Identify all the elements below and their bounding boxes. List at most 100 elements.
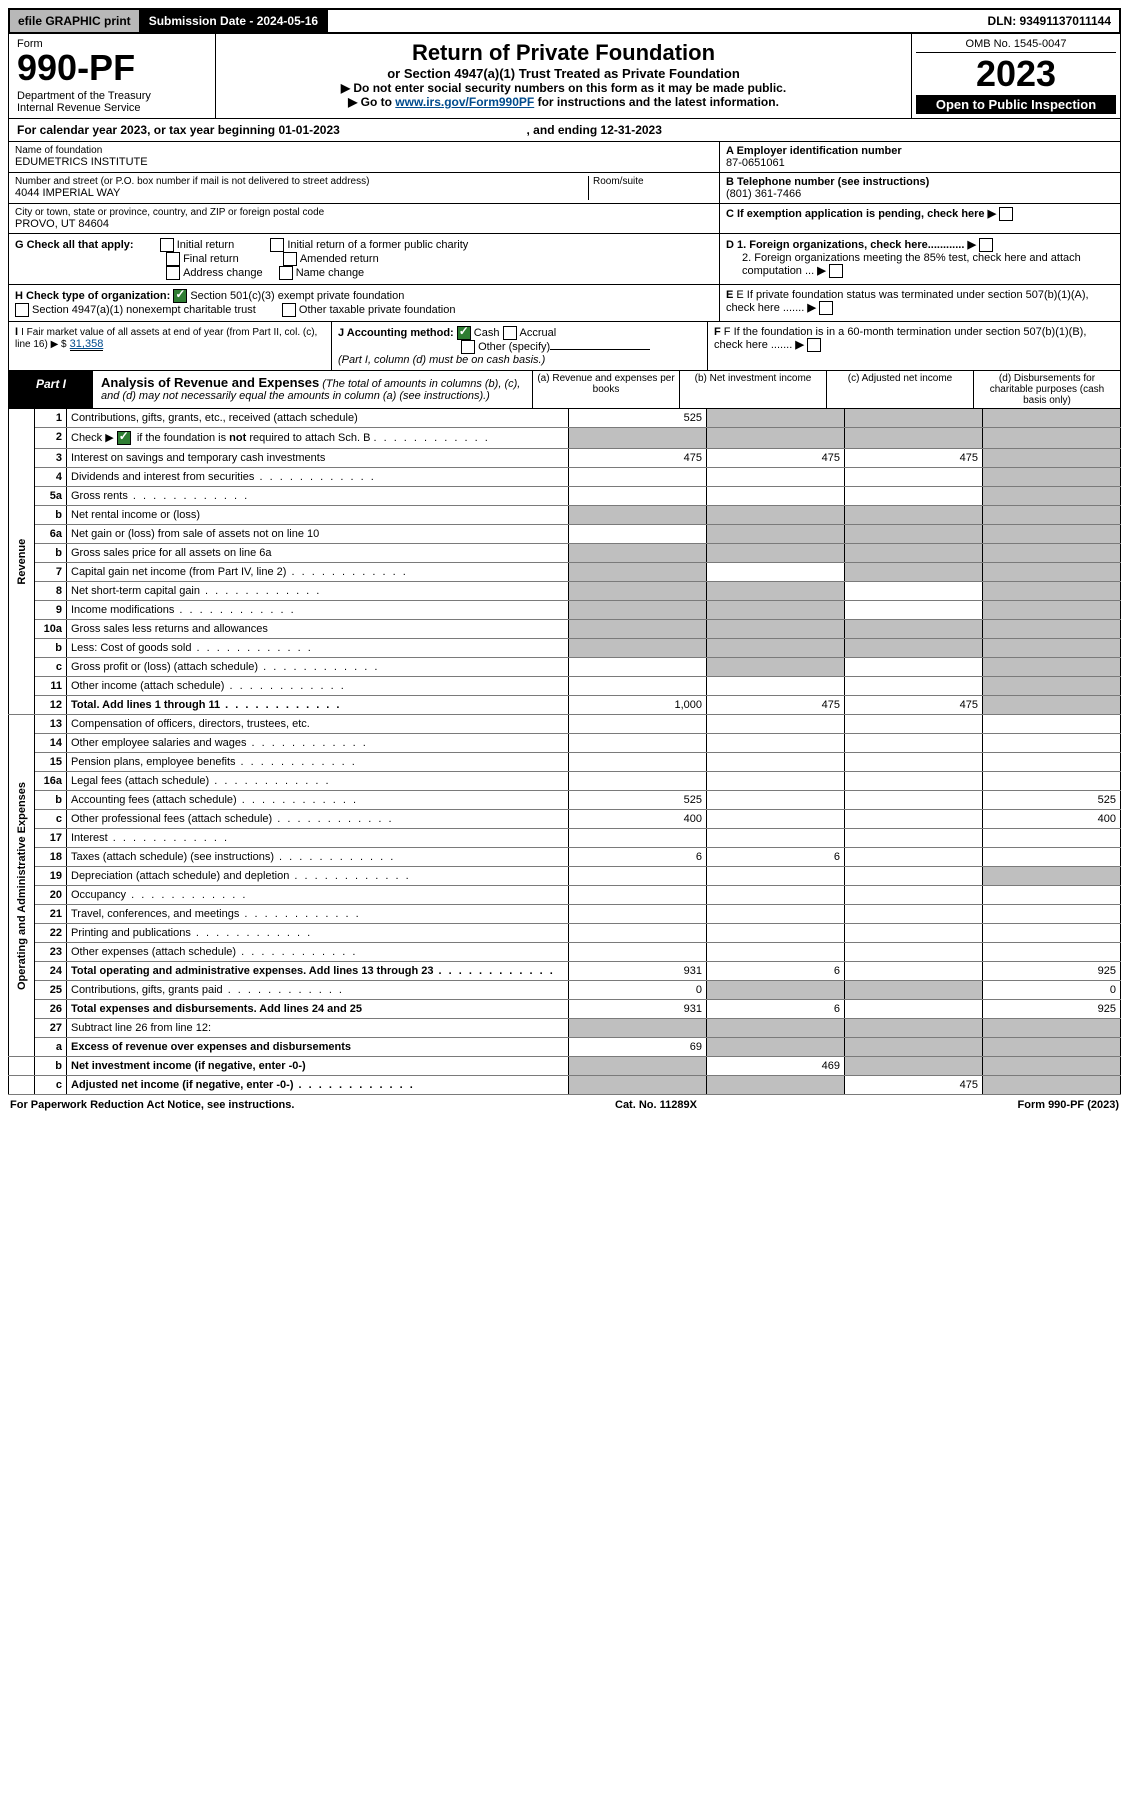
desc-26: Total expenses and disbursements. Add li… bbox=[67, 1000, 569, 1019]
amt-24d: 925 bbox=[983, 962, 1121, 981]
desc-15: Pension plans, employee benefits bbox=[67, 753, 569, 772]
phone-label: B Telephone number (see instructions) bbox=[726, 176, 1114, 188]
desc-22: Printing and publications bbox=[67, 924, 569, 943]
j-accrual-checkbox[interactable] bbox=[503, 326, 517, 340]
table-row: bNet rental income or (loss) bbox=[9, 506, 1121, 525]
amt-27aa: 69 bbox=[569, 1038, 707, 1057]
irs-link[interactable]: www.irs.gov/Form990PF bbox=[395, 95, 534, 109]
d1-checkbox[interactable] bbox=[979, 238, 993, 252]
j-other-checkbox[interactable] bbox=[461, 340, 475, 354]
desc-16c: Other professional fees (attach schedule… bbox=[67, 810, 569, 829]
desc-25: Contributions, gifts, grants paid bbox=[67, 981, 569, 1000]
expenses-side-label: Operating and Administrative Expenses bbox=[9, 715, 35, 1057]
desc-27a: Excess of revenue over expenses and disb… bbox=[67, 1038, 569, 1057]
ln-21: 21 bbox=[35, 905, 67, 924]
ln-7: 7 bbox=[35, 563, 67, 582]
room-label: Room/suite bbox=[593, 176, 713, 187]
ln-6a: 6a bbox=[35, 525, 67, 544]
ln-15: 15 bbox=[35, 753, 67, 772]
ln-5b: b bbox=[35, 506, 67, 525]
amt-16cd: 400 bbox=[983, 810, 1121, 829]
goto-prefix: ▶ Go to bbox=[348, 95, 395, 109]
footer-right: Form 990-PF (2023) bbox=[1018, 1099, 1120, 1111]
g-namechg-checkbox[interactable] bbox=[279, 266, 293, 280]
desc-27: Subtract line 26 from line 12: bbox=[67, 1019, 569, 1038]
ln-16c: c bbox=[35, 810, 67, 829]
ln-8: 8 bbox=[35, 582, 67, 601]
d2-checkbox[interactable] bbox=[829, 264, 843, 278]
amt-16ca: 400 bbox=[569, 810, 707, 829]
f-checkbox[interactable] bbox=[807, 338, 821, 352]
table-row: Operating and Administrative Expenses 13… bbox=[9, 715, 1121, 734]
table-row: 14Other employee salaries and wages bbox=[9, 734, 1121, 753]
ein-cell: A Employer identification number 87-0651… bbox=[720, 142, 1120, 173]
addr-label: Number and street (or P.O. box number if… bbox=[15, 176, 588, 187]
g-addrchg-checkbox[interactable] bbox=[166, 266, 180, 280]
ln-1: 1 bbox=[35, 409, 67, 428]
ln-27c: c bbox=[35, 1076, 67, 1095]
address-cell: Number and street (or P.O. box number if… bbox=[9, 173, 720, 204]
part1-title-cell: Analysis of Revenue and Expenses (The to… bbox=[93, 371, 532, 408]
phone-value: (801) 361-7466 bbox=[726, 188, 1114, 200]
desc-14: Other employee salaries and wages bbox=[67, 734, 569, 753]
form-note-2: ▶ Go to www.irs.gov/Form990PF for instru… bbox=[222, 95, 905, 109]
table-row: bAccounting fees (attach schedule) 52552… bbox=[9, 791, 1121, 810]
table-row: 23Other expenses (attach schedule) bbox=[9, 943, 1121, 962]
g-initial-checkbox[interactable] bbox=[160, 238, 174, 252]
table-row: 16aLegal fees (attach schedule) bbox=[9, 772, 1121, 791]
amt-26d: 925 bbox=[983, 1000, 1121, 1019]
amt-12a: 1,000 bbox=[569, 696, 707, 715]
desc-6a: Net gain or (loss) from sale of assets n… bbox=[67, 525, 569, 544]
amt-18a: 6 bbox=[569, 848, 707, 867]
table-row: 19Depreciation (attach schedule) and dep… bbox=[9, 867, 1121, 886]
desc-10c: Gross profit or (loss) (attach schedule) bbox=[67, 658, 569, 677]
part1-header: Part I Analysis of Revenue and Expenses … bbox=[8, 371, 1121, 409]
g-initial-former-checkbox[interactable] bbox=[270, 238, 284, 252]
c-cell: C If exemption application is pending, c… bbox=[720, 204, 1120, 234]
ln-26: 26 bbox=[35, 1000, 67, 1019]
ln-2: 2 bbox=[35, 428, 67, 449]
j-cash-checkbox[interactable] bbox=[457, 326, 471, 340]
table-row: 5aGross rents bbox=[9, 487, 1121, 506]
table-row: 4Dividends and interest from securities bbox=[9, 468, 1121, 487]
ln-3: 3 bbox=[35, 449, 67, 468]
h-other-checkbox[interactable] bbox=[282, 303, 296, 317]
desc-8: Net short-term capital gain bbox=[67, 582, 569, 601]
h-501c3-checkbox[interactable] bbox=[173, 289, 187, 303]
cal-end: , and ending 12-31-2023 bbox=[527, 123, 662, 137]
amt-12b: 475 bbox=[707, 696, 845, 715]
h-4947-checkbox[interactable] bbox=[15, 303, 29, 317]
page-footer: For Paperwork Reduction Act Notice, see … bbox=[8, 1095, 1121, 1115]
addr-value: 4044 IMPERIAL WAY bbox=[15, 187, 588, 199]
city-cell: City or town, state or province, country… bbox=[9, 204, 720, 234]
c-label: C If exemption application is pending, c… bbox=[726, 208, 985, 220]
g-final-checkbox[interactable] bbox=[166, 252, 180, 266]
part1-title: Analysis of Revenue and Expenses bbox=[101, 375, 319, 390]
ln-6b: b bbox=[35, 544, 67, 563]
table-row: 27Subtract line 26 from line 12: bbox=[9, 1019, 1121, 1038]
table-row: 18Taxes (attach schedule) (see instructi… bbox=[9, 848, 1121, 867]
amt-3a: 475 bbox=[569, 449, 707, 468]
open-inspection-badge: Open to Public Inspection bbox=[916, 95, 1116, 114]
desc-9: Income modifications bbox=[67, 601, 569, 620]
ln-9: 9 bbox=[35, 601, 67, 620]
ln-11: 11 bbox=[35, 677, 67, 696]
e-checkbox[interactable] bbox=[819, 301, 833, 315]
omb-number: OMB No. 1545-0047 bbox=[916, 38, 1116, 53]
table-row: 17Interest bbox=[9, 829, 1121, 848]
form-header: Form 990-PF Department of the Treasury I… bbox=[8, 34, 1121, 119]
amt-3b: 475 bbox=[707, 449, 845, 468]
schb-checkbox[interactable] bbox=[117, 431, 131, 445]
dln-label: DLN: 93491137011144 bbox=[980, 10, 1119, 32]
efile-print-button[interactable]: efile GRAPHIC print bbox=[10, 10, 141, 32]
g-final: Final return bbox=[183, 253, 239, 265]
c-checkbox[interactable] bbox=[999, 207, 1013, 221]
table-row: 24Total operating and administrative exp… bbox=[9, 962, 1121, 981]
ein-value: 87-0651061 bbox=[726, 157, 1114, 169]
g-amended-checkbox[interactable] bbox=[283, 252, 297, 266]
ln-16b: b bbox=[35, 791, 67, 810]
form-subtitle: or Section 4947(a)(1) Trust Treated as P… bbox=[222, 66, 905, 81]
desc-3: Interest on savings and temporary cash i… bbox=[67, 449, 569, 468]
desc-1: Contributions, gifts, grants, etc., rece… bbox=[67, 409, 569, 428]
amt-25d: 0 bbox=[983, 981, 1121, 1000]
